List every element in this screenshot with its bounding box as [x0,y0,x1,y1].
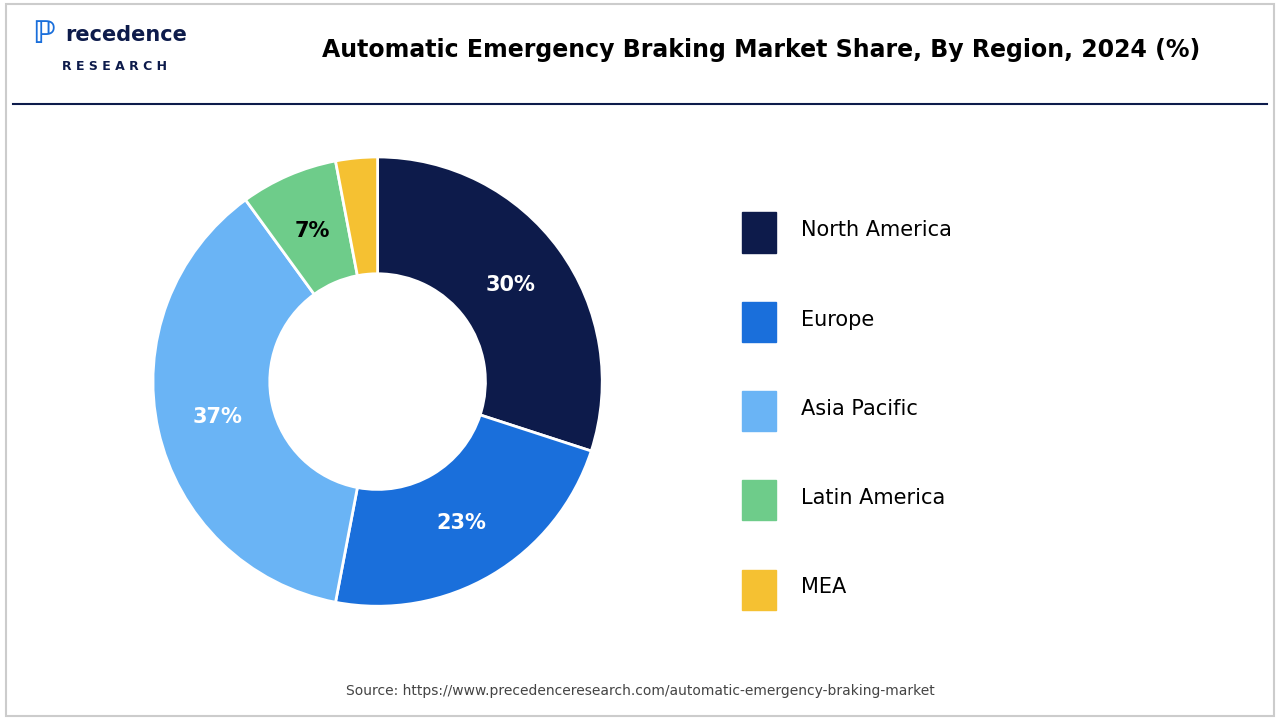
Bar [742,570,777,610]
Text: North America: North America [801,220,951,240]
Text: ℙ: ℙ [32,20,55,49]
Bar [742,212,777,253]
Text: Asia Pacific: Asia Pacific [801,399,918,419]
Text: 37%: 37% [192,408,242,428]
Text: 7%: 7% [294,221,330,241]
Text: Automatic Emergency Braking Market Share, By Region, 2024 (%): Automatic Emergency Braking Market Share… [323,38,1201,63]
Wedge shape [246,161,357,294]
Text: 23%: 23% [436,513,486,533]
Wedge shape [335,157,378,276]
Text: MEA: MEA [801,577,846,598]
Bar [742,302,777,342]
Text: 30%: 30% [485,275,535,295]
Text: Source: https://www.precedenceresearch.com/automatic-emergency-braking-market: Source: https://www.precedenceresearch.c… [346,684,934,698]
Text: R E S E A R C H: R E S E A R C H [63,60,168,73]
Text: Europe: Europe [801,310,874,330]
Text: Latin America: Latin America [801,488,945,508]
Wedge shape [154,200,357,602]
Bar [742,480,777,521]
Wedge shape [335,415,591,606]
Wedge shape [378,157,602,451]
Bar [742,391,777,431]
Text: recedence: recedence [65,24,187,45]
